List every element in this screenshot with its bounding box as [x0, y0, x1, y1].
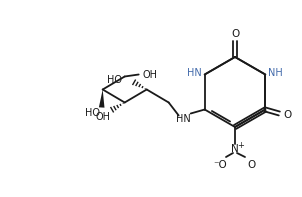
Text: OH: OH	[142, 70, 157, 80]
Polygon shape	[99, 89, 104, 108]
Text: O: O	[231, 29, 239, 39]
Text: NH: NH	[268, 68, 283, 77]
Text: N: N	[231, 144, 239, 154]
Text: HN: HN	[176, 113, 191, 124]
Text: ⁻O: ⁻O	[213, 160, 227, 170]
Text: +: +	[237, 140, 244, 150]
Text: HN: HN	[187, 68, 202, 77]
Text: OH: OH	[95, 112, 110, 122]
Text: O: O	[283, 110, 291, 120]
Text: HO: HO	[107, 74, 122, 85]
Text: O: O	[247, 160, 255, 170]
Text: HO: HO	[85, 108, 100, 117]
